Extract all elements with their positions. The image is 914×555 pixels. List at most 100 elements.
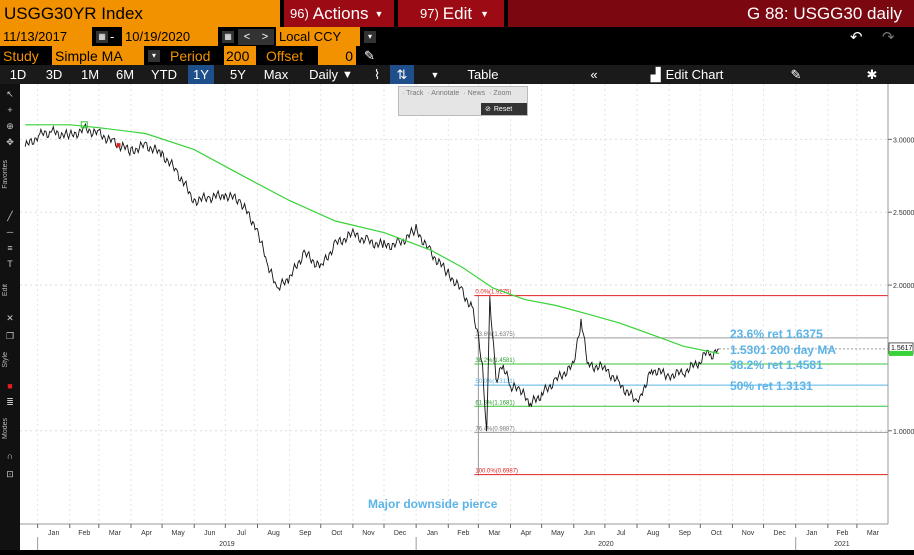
annotate-button[interactable]: ✎ [784,65,808,84]
timeframe-6m[interactable]: 6M [115,67,135,82]
fib-retracement[interactable]: 0.0%(1.9275)23.6%(1.6375)38.2%(1.4581)50… [474,290,888,476]
undo-button[interactable]: ↶ [850,27,872,46]
edit-chart-button[interactable]: ▟ Edit Chart [632,65,742,84]
mini-tool-annotate[interactable]: · Annotate [427,90,460,97]
x-axis: Jan Feb Mar Apr May Jun Jul Aug Sep Oct Nov Dec Jan F… [20,523,888,550]
next-period-button[interactable]: > [254,27,274,46]
chart-title: G 88: USGG30 daily [508,0,914,27]
lock-icon[interactable]: ⊡ [6,469,14,479]
x-tick-label: Mar [488,530,501,537]
x-tick-label: Jan [427,530,438,537]
timeframe-1m[interactable]: 1M [80,67,100,82]
text-icon[interactable]: T [7,259,13,269]
fib-level-label: 0.0%(1.9275) [475,290,511,296]
prev-period-button[interactable]: < [236,27,256,46]
ma-price-tag [889,350,913,356]
title-bar: USGG30YR Index 96) Actions ▼ 97) Edit ▼ … [0,0,914,27]
x-tick-label: Feb [836,530,848,537]
line-chart-icon: ⌇ [373,66,381,82]
annotation-label: 38.2% ret 1.4581 [730,358,823,372]
color-icon[interactable]: ■ [7,381,13,391]
line-style-icon[interactable]: ≣ [6,397,14,407]
end-date-field[interactable]: 10/19/2020 [122,27,218,46]
zoom-icon[interactable]: ⊕ [6,121,14,131]
settings-button[interactable]: ✱ [860,65,884,84]
edit-menu[interactable]: 97) Edit ▼ [398,0,504,27]
chart-type-dropdown[interactable]: ▼ [424,65,446,84]
mini-toolbar: · Track · Annotate · News · Zoom ⊘ Reset [398,86,528,116]
pan-icon[interactable]: ✥ [6,137,14,147]
trendline-icon[interactable]: ╱ [7,211,13,221]
hline-icon[interactable]: ─ [6,227,14,237]
end-calendar-button[interactable]: ▦ [220,27,234,46]
currency-value: Local CCY [279,29,342,44]
series-lines [24,121,888,432]
annotation-label: Major downside pierce [368,497,498,511]
start-calendar-button[interactable]: ▦ [94,27,108,46]
mini-tool-track[interactable]: · Track [402,90,424,97]
timeframe-3d[interactable]: 3D [45,67,63,82]
offset-field[interactable]: 0 [318,46,356,65]
pencil-icon: ✎ [364,47,375,63]
x-tick-label: Mar [867,530,880,537]
table-button[interactable]: Table [452,65,514,84]
mini-tool-news[interactable]: · News [463,90,486,97]
y-tick-label: 1.0000 [893,429,914,436]
price-series-line [24,122,720,432]
timeframe-1y[interactable]: 1Y [188,65,214,84]
annotation-label: 50% ret 1.3131 [730,379,813,393]
x-tick-label: Jan [48,530,59,537]
actions-menu[interactable]: 96) Actions ▼ [284,0,394,27]
timeframe-5y[interactable]: 5Y [230,67,246,82]
crosshair-icon[interactable]: + [7,105,13,115]
magnet-icon[interactable]: ∩ [6,451,14,461]
fib-level-label: 100.0%(0.6987) [475,469,518,475]
timeframe-ytd[interactable]: YTD [151,67,177,82]
y-axis-panel [888,84,914,550]
frequency-value: Daily [309,67,338,82]
x-tick-label: Jun [204,530,215,537]
x-tick-label: Sep [299,530,312,537]
price-chart[interactable]: 0.0%(1.9275)23.6%(1.6375)38.2%(1.4581)50… [20,84,914,550]
line-chart-button[interactable]: ⌇ [366,65,388,84]
caret-down-icon: ▼ [342,68,353,81]
redo-button[interactable]: ↷ [882,27,904,46]
sidebar-favorites-label: Favorites [2,160,9,189]
timeframe-1d[interactable]: 1D [9,67,27,82]
low-marker [116,143,121,148]
date-separator: - [110,29,115,44]
reset-button[interactable]: ⊘ Reset [481,103,527,115]
fib-level-label: 23.6%(1.6375) [475,332,514,338]
bar-chart-button[interactable]: ⇅ [390,65,414,84]
annotation-label: 1.5301 200 day MA [730,343,836,357]
last-price-label: 1.5617 [891,345,913,352]
cursor-icon[interactable]: ↖ [6,89,14,99]
x-tick-label: Jun [584,530,595,537]
period-field[interactable]: 200 [224,46,256,65]
delete-icon[interactable]: ✕ [6,313,14,323]
currency-select[interactable]: Local CCY [276,27,360,46]
study-dropdown[interactable]: ▾ [146,46,160,65]
reset-icon: ⊘ [485,106,491,113]
chart-area[interactable]: 0.0%(1.9275) 23.6%(1.6375) 38.2%(1.4581) 50… [20,84,914,550]
offset-value: 0 [345,47,353,64]
ticker-field[interactable]: USGG30YR Index [0,0,280,27]
copy-icon[interactable]: ❐ [5,331,15,341]
gear-icon: ✱ [866,66,878,82]
fib-icon[interactable]: ≡ [7,243,13,253]
timeframe-max[interactable]: Max [263,67,289,82]
frequency-select[interactable]: Daily ▼ [302,65,360,84]
actions-number: 96) [290,6,309,21]
period-label: Period [170,47,211,64]
currency-dropdown[interactable]: ▾ [362,27,376,46]
annotation-label: 23.6% ret 1.6375 [730,327,823,341]
draw-button[interactable]: ✎ [364,46,382,65]
collapse-button[interactable]: « [582,65,606,84]
left-toolbar: ↖ + ⊕ ✥ Favorites ╱ ─ ≡ T Edit ✕ ❐ Style… [0,84,20,550]
x-tick-label: Feb [457,530,469,537]
chevron-right-icon: > [256,28,274,45]
mini-tool-zoom[interactable]: · Zoom [489,90,512,97]
study-select[interactable]: Simple MA [52,46,144,65]
start-date-field[interactable]: 11/13/2017 [0,27,92,46]
